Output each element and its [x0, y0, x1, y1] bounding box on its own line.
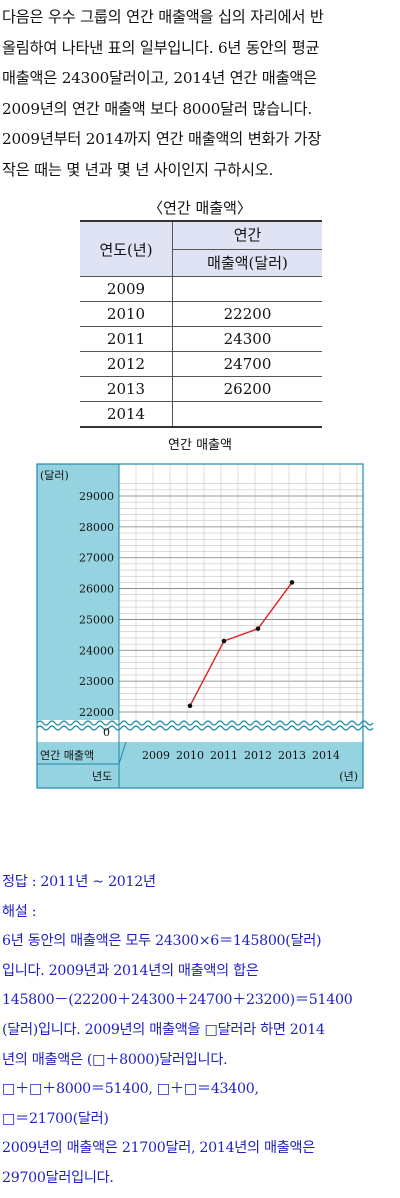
problem-line: 작은 때는 몇 년과 몇 년 사이인지 구하시오.: [2, 160, 274, 179]
table-row: 2012 24700: [80, 351, 322, 377]
data-point: [221, 638, 227, 644]
answer-line: □＋□＋8000＝51400, □＋□＝43400,: [2, 1081, 259, 1098]
series-segment: [257, 581, 293, 630]
data-point: [289, 580, 295, 585]
sales-table: 연도(년) 연간 매출액(달러) 2009 2010 22200 2011 2430…: [80, 220, 322, 428]
x-tick-label: 2011: [210, 749, 238, 762]
y-tick-label: 22000: [79, 706, 114, 719]
sales-line-chart: (달러) 0 연간 매출액 년도 (년) 22000 23000 24000 2500…: [36, 463, 374, 789]
data-point: [255, 626, 261, 631]
year-cell: 2014: [80, 401, 173, 428]
table-row: 2010 22200: [80, 301, 322, 327]
answer-line: □＝21700(달러): [2, 1110, 109, 1127]
answer-line: 년의 매출액은 (□＋8000)달러입니다.: [2, 1051, 228, 1068]
header-sales-line1: 연간: [172, 220, 322, 250]
x-tick-label: 2009: [142, 749, 170, 762]
problem-text: 다음은 우수 그룹의 연간 매출액을 십의 자리에서 반 올림하여 나타낸 표의…: [2, 2, 398, 186]
sales-cell: [172, 276, 322, 302]
answer-line: 6년 동안의 매출액은 모두 24300×6＝145800(달러): [2, 933, 322, 950]
problem-line: 올림하여 나타낸 표의 일부입니다. 6년 동안의 평균: [2, 38, 320, 57]
y-tick-label: 27000: [79, 552, 114, 565]
x-axis-panel: [37, 742, 363, 788]
sales-cell: 24700: [172, 351, 322, 377]
problem-line: 매출액은 24300달러이고, 2014년 연간 매출액은: [2, 69, 317, 88]
series-segment: [189, 640, 225, 707]
y-tick-label: 29000: [79, 490, 114, 503]
answer-text: 정답 : 2011년 ~ 2012년 해설 : 6년 동안의 매출액은 모두 2…: [2, 868, 398, 1194]
x-tick-label: 2010: [176, 749, 204, 762]
sales-cell: 26200: [172, 376, 322, 402]
corner-slash: [118, 741, 127, 765]
sales-cell: 22200: [172, 301, 322, 327]
table-row: 2011 24300: [80, 326, 322, 352]
answer-line: 145800－(22200＋24300＋24700＋23200)＝51400: [2, 992, 353, 1009]
year-cell: 2012: [80, 351, 173, 377]
axis-break-wave: [36, 725, 374, 731]
answer-line: 정답 : 2011년 ~ 2012년: [2, 874, 156, 890]
chart-title: 연간 매출액: [168, 438, 232, 453]
axis-break-wave: [36, 720, 374, 726]
y-zero-label: 0: [103, 726, 110, 739]
y-tick-label: 23000: [79, 675, 114, 688]
table-title: 〈연간 매출액〉: [148, 199, 252, 217]
answer-line: 입니다. 2009년과 2014년의 매출액의 합은: [2, 962, 259, 979]
year-cell: 2013: [80, 376, 173, 402]
header-year: 연도(년): [80, 220, 173, 277]
problem-line: 다음은 우수 그룹의 연간 매출액을 십의 자리에서 반: [2, 8, 324, 26]
sales-cell: 24300: [172, 326, 322, 352]
year-cell: 2009: [80, 276, 173, 302]
answer-line: 해설 :: [2, 903, 37, 920]
answer-line: 2009년의 매출액은 21700달러, 2014년의 매출액은: [2, 1140, 316, 1157]
header-sales-line2: 매출액(달러): [172, 249, 322, 277]
problem-line: 2009년의 연간 매출액 보다 8000달러 많습니다.: [2, 99, 313, 118]
series-segment: [223, 628, 259, 642]
tick-labels: 22000 23000 24000 25000 26000 27000 28000 29000…: [79, 490, 340, 762]
x-tick-label: 2014: [312, 749, 340, 762]
x-tick-label: 2013: [278, 749, 306, 762]
y-axis-panel: [37, 464, 119, 720]
year-cell: 2010: [80, 301, 173, 327]
corner-bottom-label: 년도: [92, 770, 112, 783]
y-tick-label: 26000: [79, 583, 114, 596]
series-line: [187, 580, 295, 709]
table-row: 2014: [80, 401, 322, 428]
y-unit-label: (달러): [40, 469, 69, 482]
y-tick-label: 28000: [79, 521, 114, 534]
grid: [118, 464, 363, 788]
table-row: 2009: [80, 276, 322, 302]
table-row: 2013 26200: [80, 376, 322, 402]
answer-line: (달러)입니다. 2009년의 매출액을 □달러라 하면 2014: [2, 1021, 325, 1038]
chart-border: [36, 463, 364, 789]
x-unit-label: (년): [339, 770, 358, 783]
answer-line: 29700달러입니다.: [2, 1169, 114, 1186]
y-tick-label: 24000: [79, 644, 114, 657]
corner-top-label: 연간 매출액: [40, 749, 94, 762]
sales-cell: [172, 401, 322, 428]
problem-line: 2009년부터 2014까지 연간 매출액의 변화가 가장: [2, 130, 322, 149]
x-tick-label: 2012: [244, 749, 272, 762]
y-tick-label: 25000: [79, 613, 114, 626]
data-point: [187, 703, 193, 709]
year-cell: 2011: [80, 326, 173, 352]
